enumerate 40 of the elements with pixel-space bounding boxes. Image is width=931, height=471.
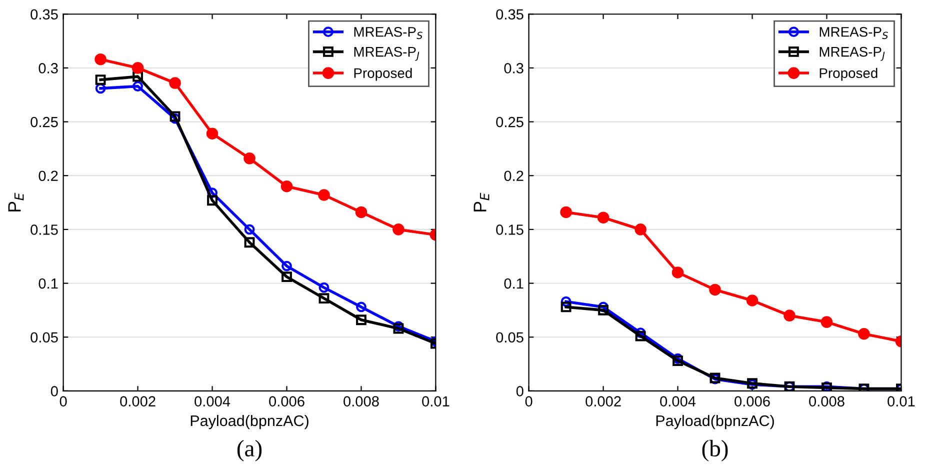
legend-label: MREAS-P$_{S}$ [354, 26, 422, 40]
y-tick-label: 0.35 [496, 9, 524, 20]
y-tick-label: 0.05 [30, 332, 58, 343]
y-tick-label: 0.25 [496, 116, 524, 128]
y-tick-label: 0.15 [30, 224, 58, 235]
legend-label: Proposed [820, 68, 878, 81]
y-axis-title: P$_{E}$ [8, 192, 24, 212]
y-tick-label: 0.2 [38, 170, 58, 182]
y-tick-label: 0.1 [38, 278, 58, 289]
y-tick-label: 0.3 [38, 63, 58, 74]
x-tick-label: 0.004 [660, 396, 696, 407]
x-tick-label: 0 [525, 396, 532, 407]
text: (a) [237, 440, 262, 462]
x-tick-label: 0.004 [194, 396, 230, 407]
x-tick-label: 0.002 [120, 396, 156, 407]
x-axis-title: Payload(bpnzAC) [190, 414, 308, 430]
legend-label: MREAS-P$_{S}$ [820, 26, 888, 40]
x-tick-label: 0.006 [269, 396, 304, 407]
x-axis-title: Payload(bpnzAC) [656, 414, 774, 430]
legend-label: MREAS-P$_{J}$ [354, 46, 420, 61]
x-tick-label: 0.008 [344, 396, 379, 407]
y-tick-label: 0.25 [30, 116, 58, 128]
y-tick-label: 0.1 [504, 278, 524, 289]
x-tick-label: 0.006 [734, 396, 770, 407]
y-axis-title: P$_{E}$ [474, 192, 490, 212]
x-tick-label: 0 [60, 396, 67, 407]
y-tick-label: 0.3 [504, 63, 524, 74]
y-tick-label: 0 [516, 386, 524, 396]
text: (b) [702, 440, 728, 462]
x-tick-label: 0.008 [809, 396, 844, 407]
legend-label: Proposed [354, 68, 412, 81]
x-tick-label: 0.01 [422, 396, 450, 407]
legend-label: MREAS-P$_{J}$ [820, 46, 885, 61]
y-tick-label: 0.05 [496, 332, 524, 343]
y-tick-label: 0.15 [496, 224, 524, 235]
x-tick-label: 0.002 [586, 396, 621, 407]
y-tick-label: 0.35 [30, 9, 58, 20]
x-tick-label: 0.01 [888, 396, 915, 407]
y-tick-label: 0.2 [504, 170, 524, 182]
y-tick-label: 0 [50, 386, 58, 396]
